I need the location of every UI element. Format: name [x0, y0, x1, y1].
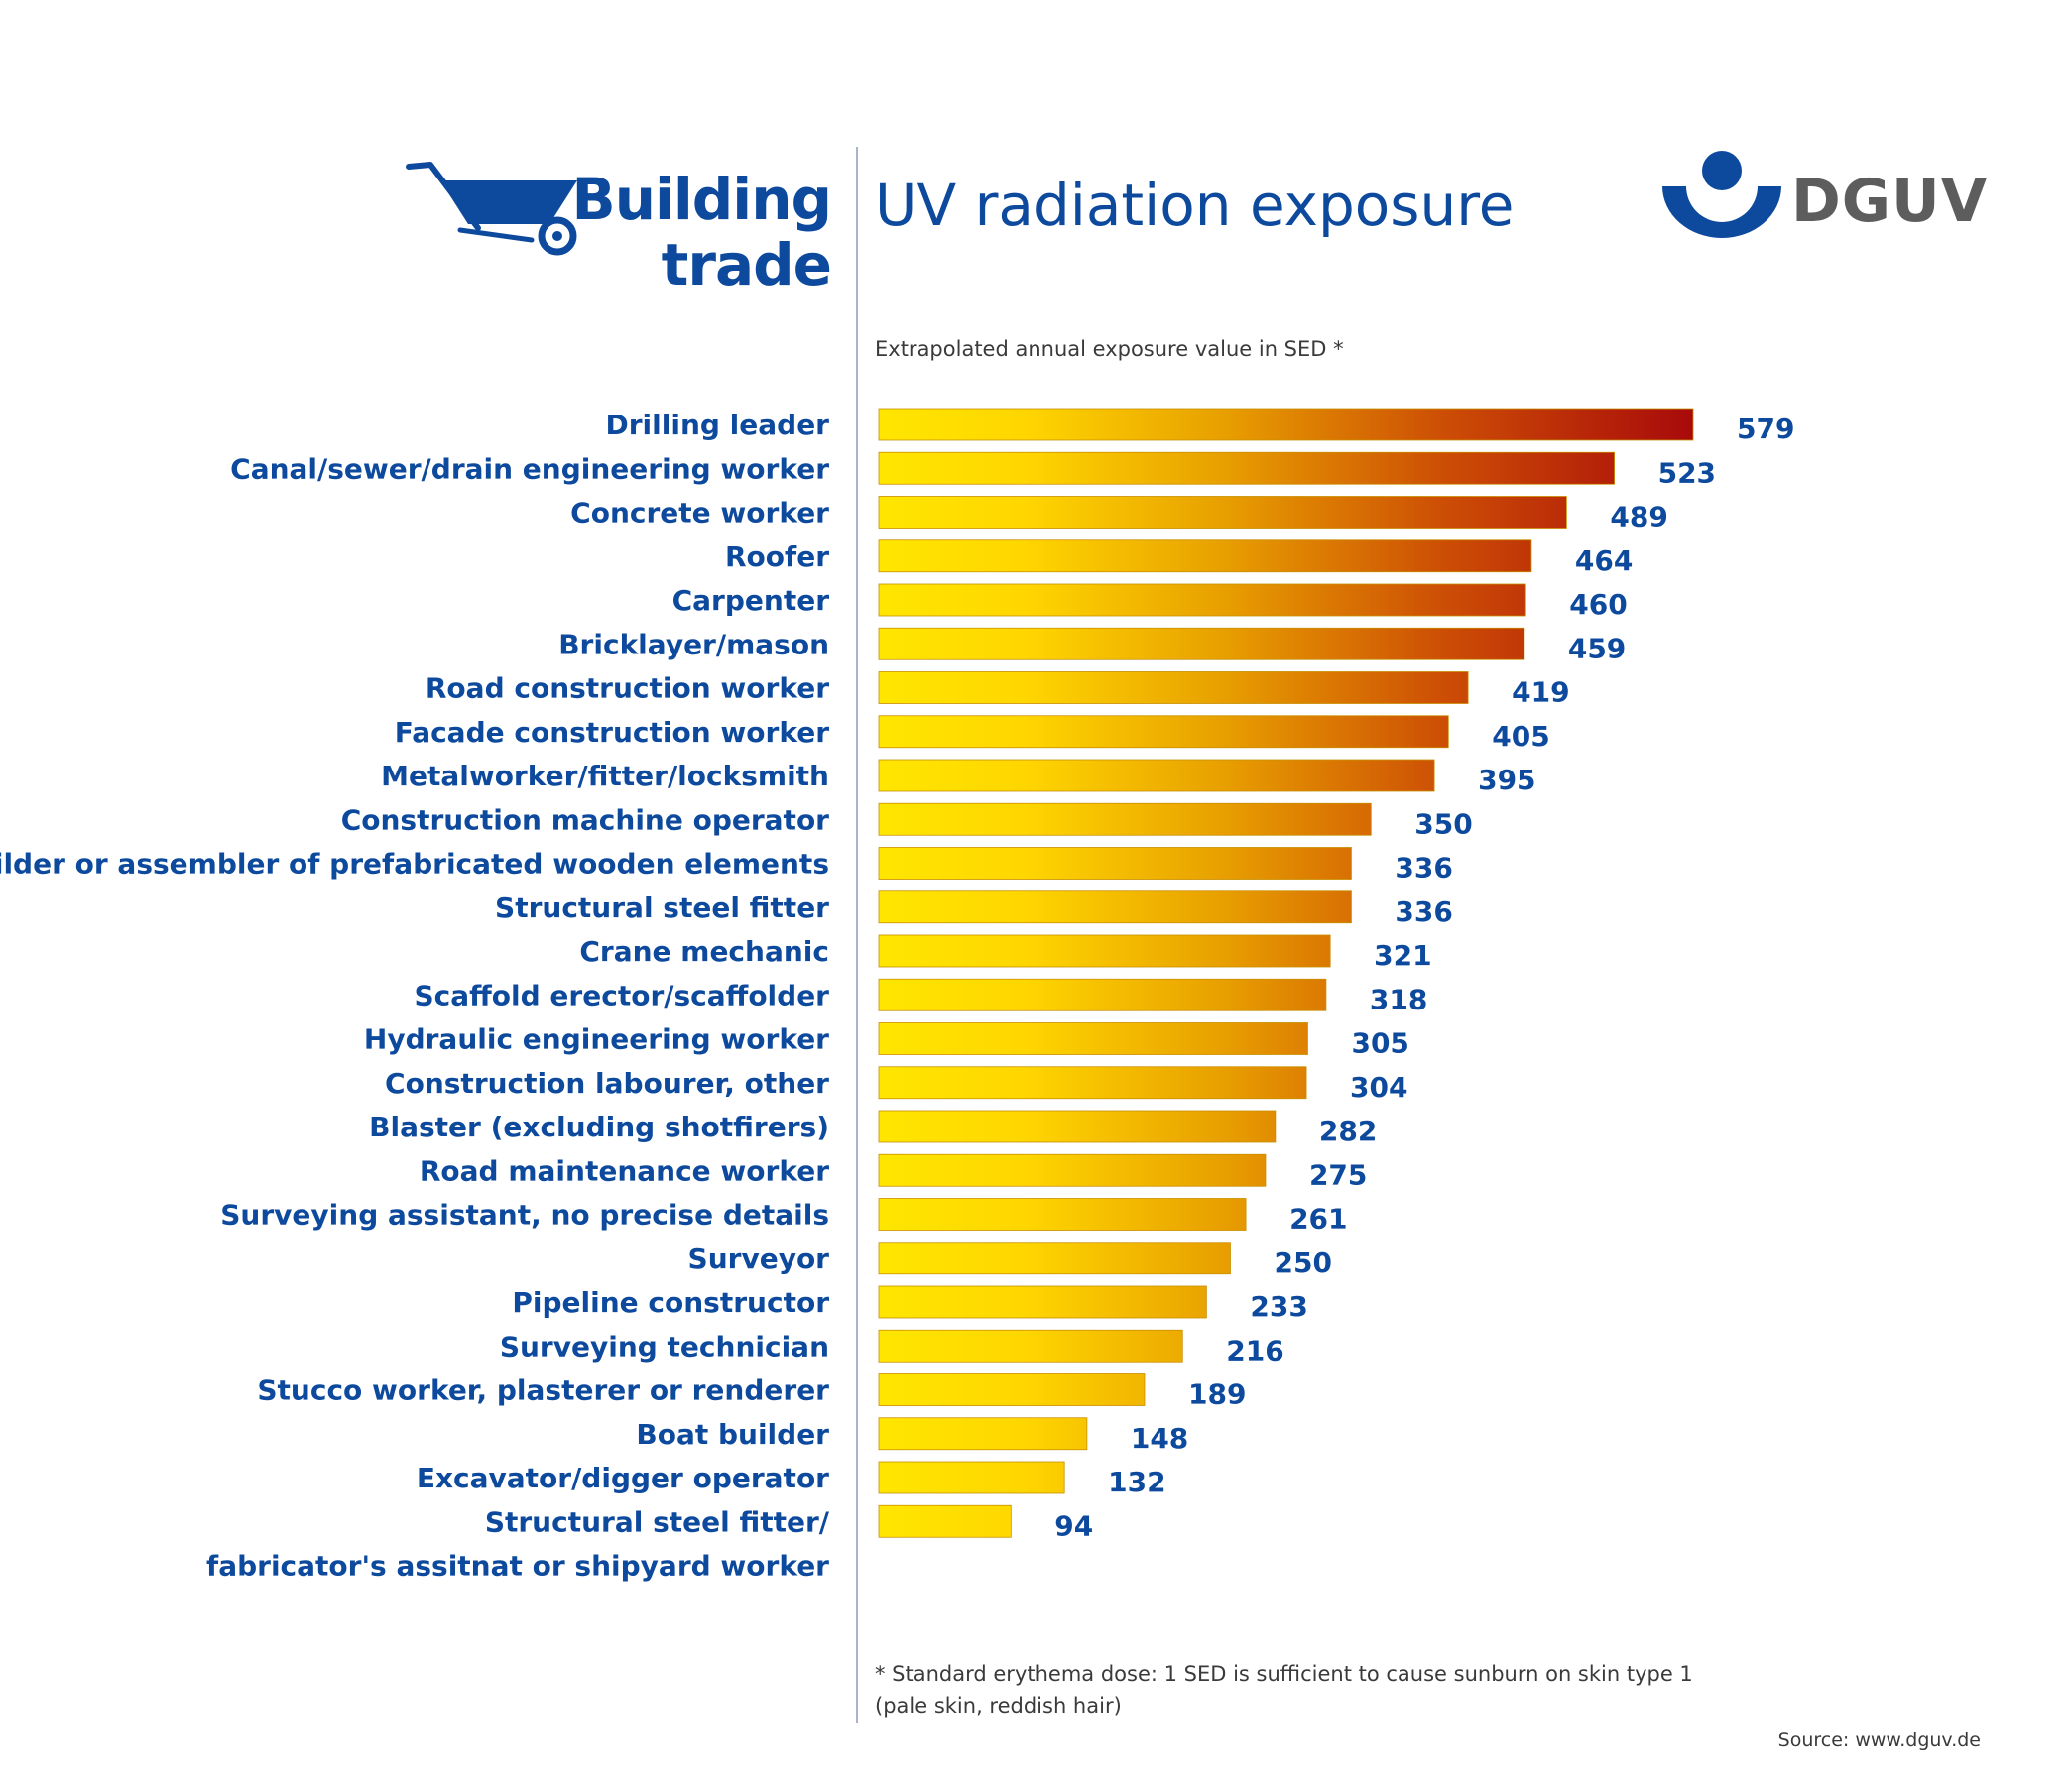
category-label: Surveyor: [688, 1243, 830, 1275]
bar: [878, 1417, 1088, 1451]
value-label: 321: [1374, 939, 1431, 972]
dguv-logo-icon: [1662, 151, 1781, 238]
category-label: Road construction worker: [426, 672, 829, 705]
category-label: fabricator's assitnat or shipyard worker: [206, 1549, 829, 1582]
divider-line: [856, 147, 858, 1723]
value-label: 189: [1188, 1378, 1246, 1411]
category-label: Pipeline constructor: [512, 1286, 829, 1319]
bar: [878, 1242, 1231, 1275]
value-label: 233: [1250, 1290, 1307, 1323]
value-label: 132: [1108, 1466, 1165, 1498]
value-label: 261: [1289, 1203, 1347, 1236]
category-title: Building trade: [335, 166, 832, 298]
source-text: Source: www.dguv.de: [1777, 1729, 1981, 1751]
value-label: 275: [1309, 1158, 1367, 1191]
bar: [878, 802, 1372, 836]
bar: [878, 890, 1352, 924]
value-label: 318: [1370, 983, 1427, 1015]
category-label: Stucco worker, plasterer or renderer: [257, 1374, 829, 1407]
chart-title: UV radiation exposure: [875, 172, 1515, 239]
bar: [878, 1504, 1012, 1538]
category-label: Bricklayer/mason: [558, 628, 829, 660]
value-label: 148: [1131, 1422, 1188, 1455]
bar: [878, 451, 1615, 485]
bar: [878, 1110, 1277, 1143]
value-label: 282: [1319, 1115, 1377, 1147]
category-label: Surveying assistant, no precise details: [220, 1199, 829, 1232]
category-label: Surveying technician: [500, 1330, 829, 1363]
bar: [878, 1461, 1065, 1494]
dguv-logo-text: DGUV: [1791, 167, 1989, 236]
value-label: 94: [1054, 1509, 1093, 1542]
value-label: 523: [1658, 456, 1716, 489]
category-label: Blaster (excluding shotfirers): [369, 1111, 829, 1143]
bar: [878, 1329, 1183, 1363]
bar: [878, 496, 1567, 529]
category-label: Builder or assembler of prefabricated wo…: [0, 848, 829, 881]
value-label: 216: [1226, 1334, 1283, 1366]
value-label: 459: [1568, 632, 1626, 664]
category-label: Metalworker/fitter/locksmith: [381, 760, 829, 792]
bar: [878, 1373, 1146, 1406]
category-label: Roofer: [725, 540, 829, 573]
footnote: * Standard erythema dose: 1 SED is suffi…: [875, 1658, 1693, 1721]
bar: [878, 583, 1526, 617]
bar: [878, 1153, 1267, 1187]
chart-subtitle: Extrapolated annual exposure value in SE…: [875, 337, 1344, 361]
value-label: 305: [1351, 1027, 1408, 1060]
category-label: Crane mechanic: [579, 935, 829, 968]
value-label: 419: [1512, 676, 1569, 709]
category-label: Canal/sewer/drain engineering worker: [230, 452, 829, 485]
category-label: Excavator/digger operator: [417, 1462, 829, 1494]
bar: [878, 671, 1469, 704]
bar: [878, 847, 1352, 880]
category-title-line2: trade: [661, 231, 832, 298]
category-label: Road maintenance worker: [420, 1154, 829, 1187]
bar: [878, 759, 1435, 792]
bar: [878, 408, 1694, 441]
value-label: 304: [1350, 1071, 1407, 1104]
category-label: Facade construction worker: [395, 716, 829, 749]
value-label: 336: [1395, 895, 1452, 928]
category-label: Structural steel fitter/: [485, 1505, 830, 1538]
bar: [878, 1198, 1247, 1231]
category-label: Concrete worker: [570, 497, 829, 530]
category-label: Boat builder: [636, 1418, 829, 1451]
bar: [878, 539, 1532, 573]
value-label: 250: [1274, 1246, 1331, 1279]
bar: [878, 934, 1331, 968]
value-label: 489: [1610, 501, 1667, 534]
value-label: 336: [1395, 852, 1452, 885]
category-label: Carpenter: [672, 584, 830, 617]
footnote-line1: * Standard erythema dose: 1 SED is suffi…: [875, 1662, 1693, 1686]
bars-group: 579 Drilling leader 523 Canal/sewer/drain e…: [0, 408, 1794, 1582]
category-label: Structural steel fitter: [495, 891, 829, 924]
bar: [878, 1285, 1207, 1319]
value-label: 395: [1478, 764, 1535, 796]
value-label: 405: [1492, 720, 1549, 753]
wheelbarrow-icon: [406, 162, 577, 256]
category-label: Hydraulic engineering worker: [364, 1023, 829, 1056]
bar: [878, 627, 1525, 660]
bar: [878, 715, 1449, 749]
category-label: Scaffold erector/scaffolder: [414, 979, 829, 1011]
value-label: 579: [1737, 413, 1794, 445]
category-label: Construction machine operator: [341, 803, 829, 836]
value-label: 464: [1575, 544, 1633, 577]
bar: [878, 1066, 1307, 1100]
category-label: Drilling leader: [606, 409, 830, 441]
bar: [878, 1022, 1308, 1055]
value-label: 460: [1569, 588, 1627, 621]
category-title-line1: Building: [571, 166, 832, 233]
category-label: Construction labourer, other: [385, 1067, 829, 1100]
footnote-line2: (pale skin, reddish hair): [875, 1694, 1122, 1718]
bar: [878, 978, 1327, 1011]
value-label: 350: [1414, 807, 1472, 840]
